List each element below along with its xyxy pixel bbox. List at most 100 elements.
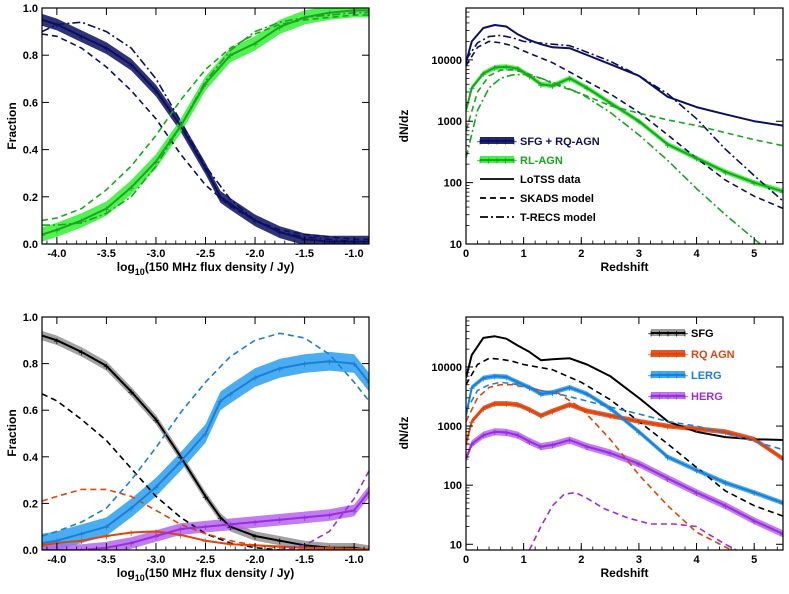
legend-marker: +: [673, 393, 681, 403]
data-point: +: [103, 45, 111, 55]
x-tick-label: 1: [521, 554, 527, 566]
series-line-navy-dash: [42, 33, 369, 241]
data-point: +: [693, 489, 701, 499]
data-point: +: [127, 505, 135, 515]
data-point: +: [462, 455, 470, 465]
data-point: +: [152, 484, 160, 494]
legend-marker: +: [681, 330, 689, 340]
data-point: +: [491, 64, 499, 74]
legend-marker: +: [656, 351, 664, 361]
data-point: +: [78, 349, 86, 359]
uncertainty-band-orange: [466, 401, 783, 462]
data-point: +: [326, 9, 334, 19]
y-tick-label: 10: [450, 539, 462, 551]
data-point: +: [503, 400, 511, 410]
data-point: +: [779, 455, 787, 465]
x-tick-label: -4.0: [47, 248, 66, 260]
data-point: +: [635, 418, 643, 428]
data-point: +: [326, 358, 334, 368]
legend: + + + + + SFG+ + + + + RQ AGN+ + + + + LERG+ + + + + HERG: [647, 328, 734, 403]
legend-label: SFG: [691, 328, 714, 340]
data-point: +: [583, 84, 591, 94]
data-point: +: [779, 500, 787, 510]
legend-label: SKADS model: [520, 193, 594, 205]
legend-marker: +: [485, 138, 493, 148]
data-point: +: [503, 63, 511, 73]
x-tick-label: 1: [521, 248, 527, 260]
data-point: +: [549, 389, 557, 399]
data-point: +: [326, 545, 334, 555]
data-point: +: [468, 384, 476, 394]
x-tick-label: 2: [578, 248, 584, 260]
data-point: +: [217, 514, 225, 524]
data-point: +: [480, 70, 488, 80]
data-point: +: [276, 516, 284, 526]
series-line-blue-dash: [466, 381, 783, 451]
x-tick-label: -4.0: [47, 554, 66, 566]
series-line-green-dashdot: [42, 11, 369, 226]
x-tick-label: 4: [693, 554, 700, 566]
data-point: +: [503, 429, 511, 439]
data-point: +: [127, 388, 135, 398]
data-point: +: [722, 479, 730, 489]
data-point: +: [38, 540, 46, 550]
data-point: +: [127, 184, 135, 194]
data-point: +: [514, 65, 522, 75]
uncertainty-band-green: [466, 64, 783, 194]
data-point: +: [537, 412, 545, 422]
panel-bottom-left: + ++++++++++ ++ ++ + + + + ++ + + + + ++ +++++++++++ + +…: [5, 312, 370, 583]
data-point: +: [491, 400, 499, 410]
data-point: +: [78, 217, 86, 227]
data-point: +: [526, 406, 534, 416]
x-axis-label: Redshift: [601, 260, 649, 274]
x-axis-label: log10(150 MHz flux density / Jy): [117, 260, 294, 277]
panel-bottom-right: +++ + + + ++ +++ ++ + + ++++++ + ++++ +++++++++++++ +…: [397, 316, 787, 580]
data-point: +: [606, 450, 614, 460]
data-point: +: [549, 82, 557, 92]
y-tick-label: 0.8: [23, 50, 38, 62]
data-point: +: [664, 454, 672, 464]
data-point: +: [606, 412, 614, 422]
legend-label: SFG + RQ-AGN: [520, 136, 600, 148]
x-axis-label-subscript: 10: [135, 267, 145, 277]
legend-label: T-RECS model: [520, 212, 596, 224]
panel-top-right: ++++ + +++ ++++++++++0 1 2 3 4 510100100010000Re…: [397, 7, 784, 274]
data-point: +: [301, 360, 309, 370]
x-tick-label: -2.5: [196, 554, 215, 566]
data-point: +: [251, 40, 259, 50]
data-point: +: [276, 543, 284, 553]
data-point: +: [491, 373, 499, 383]
data-point: +: [693, 467, 701, 477]
data-point: +: [750, 436, 758, 446]
data-point: +: [750, 489, 758, 499]
axes-frame: [465, 7, 784, 245]
series-line-navy-solid: [466, 24, 783, 127]
data-point: +: [468, 440, 476, 450]
data-point: +: [468, 418, 476, 428]
x-axis-label-rest: (150 MHz flux density / Jy): [145, 260, 294, 274]
data-point: +: [606, 405, 614, 415]
series-line-green-dash: [42, 14, 369, 222]
x-axis-label: Redshift: [601, 566, 649, 580]
data-point: +: [152, 533, 160, 543]
legend-marker: +: [476, 157, 484, 167]
series-line-blue-solid: [42, 360, 369, 544]
legend-marker: +: [510, 138, 518, 148]
x-tick-label: -3.5: [97, 554, 116, 566]
legend-marker: +: [664, 393, 672, 403]
data-point: +: [227, 541, 235, 551]
data-point: +: [127, 540, 135, 550]
legend-marker: +: [681, 351, 689, 361]
series-line-purple-dash: [279, 470, 369, 550]
data-point: +: [53, 337, 61, 347]
data-point: +: [635, 428, 643, 438]
data-point: +: [693, 425, 701, 435]
data-point: +: [103, 205, 111, 215]
data-point: +: [202, 537, 210, 547]
data-point: +: [38, 231, 46, 241]
legend-marker: +: [656, 393, 664, 403]
data-point: +: [583, 390, 591, 400]
data-point: +: [38, 542, 46, 552]
x-tick-label: 5: [751, 554, 757, 566]
data-point: +: [750, 179, 758, 189]
